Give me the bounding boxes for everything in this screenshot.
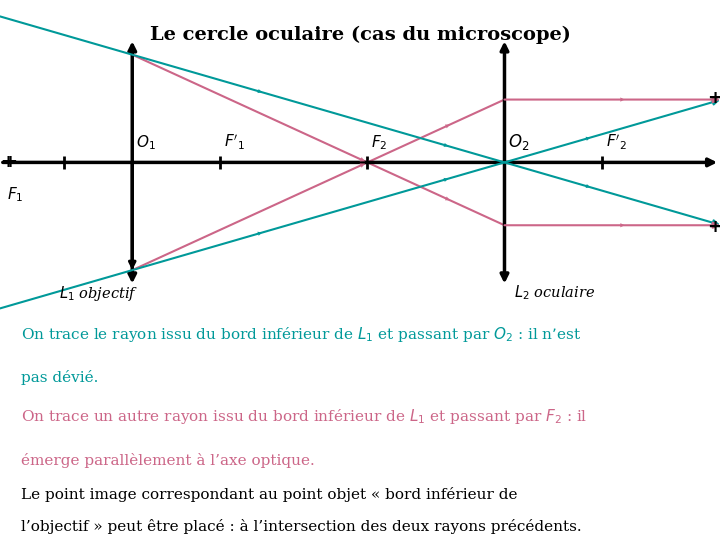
Text: $L_2$ oculaire: $L_2$ oculaire <box>514 284 595 302</box>
Text: $F_1$: $F_1$ <box>7 186 24 204</box>
Text: émerge parallèlement à l’axe optique.: émerge parallèlement à l’axe optique. <box>22 453 315 468</box>
Text: +: + <box>0 153 15 171</box>
Text: +: + <box>708 218 720 236</box>
Text: l’objectif » peut être placé : à l’intersection des deux rayons précédents.: l’objectif » peut être placé : à l’inter… <box>22 519 582 535</box>
Text: $F_2$: $F_2$ <box>372 134 387 152</box>
Text: +: + <box>708 89 720 107</box>
Text: $F'_2$: $F'_2$ <box>606 133 628 152</box>
Text: Le point image correspondant au point objet « bord inférieur de: Le point image correspondant au point ob… <box>22 487 518 502</box>
Text: $O_1$: $O_1$ <box>136 134 156 152</box>
Text: Le cercle oculaire (cas du microscope): Le cercle oculaire (cas du microscope) <box>150 26 570 44</box>
Text: $F'_1$: $F'_1$ <box>225 133 246 152</box>
Text: On trace un autre rayon issu du bord inférieur de $L_1$ et passant par $F_2$ : i: On trace un autre rayon issu du bord inf… <box>22 407 588 426</box>
Text: $O_2$: $O_2$ <box>508 132 530 152</box>
Text: +: + <box>2 153 17 171</box>
Text: On trace le rayon issu du bord inférieur de $L_1$ et passant par $O_2$ : il n’es: On trace le rayon issu du bord inférieur… <box>22 325 582 344</box>
Text: $L_1$ objectif: $L_1$ objectif <box>59 284 138 302</box>
Text: pas dévié.: pas dévié. <box>22 370 99 386</box>
